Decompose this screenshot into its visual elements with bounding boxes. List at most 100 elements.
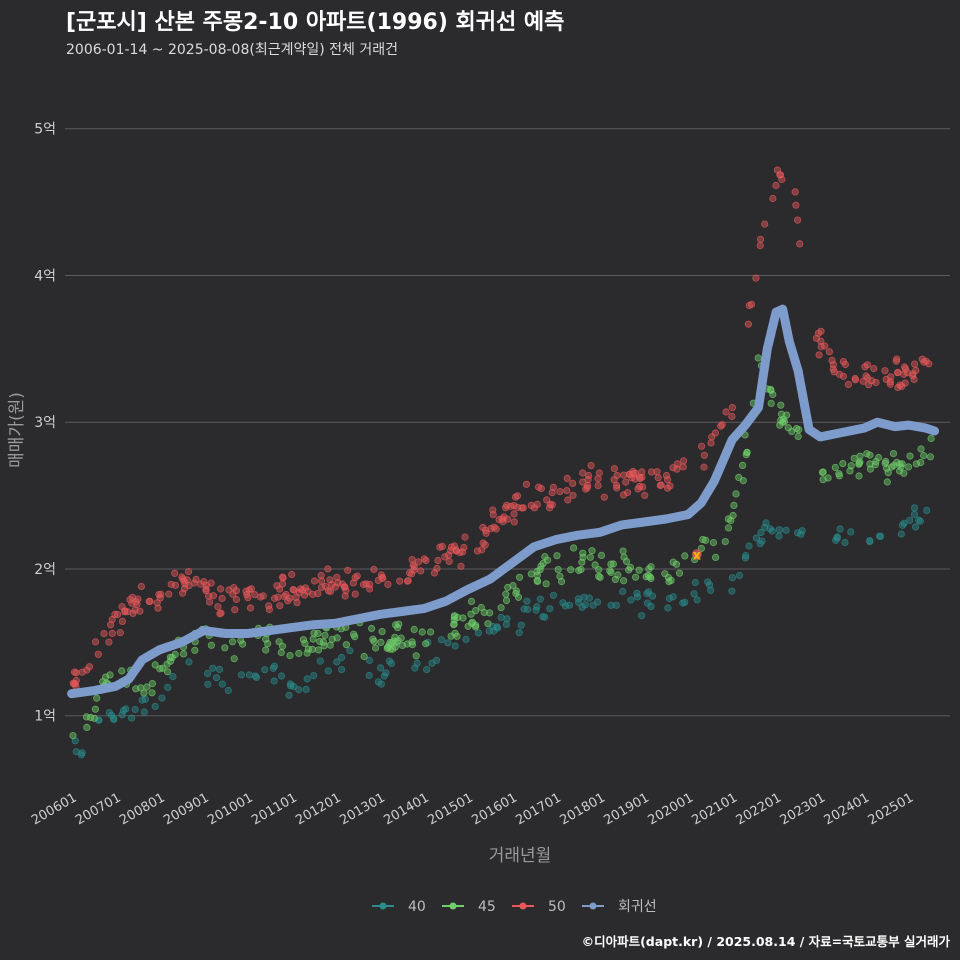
data-point bbox=[559, 599, 567, 607]
data-point bbox=[909, 369, 917, 378]
data-point bbox=[365, 656, 373, 665]
regression-line-layer bbox=[67, 304, 940, 699]
data-point bbox=[151, 661, 159, 669]
data-point bbox=[408, 640, 416, 649]
data-point bbox=[515, 629, 523, 637]
data-point bbox=[906, 452, 914, 460]
data-point bbox=[707, 586, 715, 594]
data-point bbox=[148, 689, 156, 697]
data-point bbox=[917, 445, 925, 453]
data-point bbox=[910, 510, 919, 519]
y-tick-label: 4억 bbox=[34, 268, 56, 284]
data-point bbox=[539, 559, 547, 568]
data-point bbox=[569, 479, 577, 487]
data-point bbox=[596, 573, 604, 582]
data-point bbox=[93, 694, 101, 702]
legend-item-40: 40 bbox=[372, 899, 426, 915]
data-point bbox=[153, 599, 161, 607]
data-point bbox=[835, 370, 844, 378]
data-point bbox=[285, 691, 293, 699]
data-point bbox=[817, 342, 825, 351]
data-point bbox=[614, 571, 622, 579]
data-point bbox=[534, 483, 543, 491]
data-point bbox=[533, 603, 541, 611]
data-point bbox=[747, 300, 756, 308]
data-point bbox=[317, 583, 326, 592]
data-point bbox=[333, 573, 341, 581]
data-point bbox=[825, 348, 834, 356]
data-point bbox=[344, 566, 352, 574]
data-point bbox=[517, 621, 525, 629]
data-point bbox=[549, 483, 558, 491]
data-point bbox=[515, 573, 524, 581]
data-point bbox=[699, 535, 707, 544]
data-point bbox=[533, 567, 541, 576]
data-point bbox=[888, 463, 896, 471]
data-point bbox=[722, 408, 730, 416]
scatter-points bbox=[69, 166, 935, 759]
data-point bbox=[246, 604, 255, 612]
data-point bbox=[893, 355, 901, 363]
data-point bbox=[752, 534, 761, 542]
data-point bbox=[91, 638, 100, 646]
data-point bbox=[647, 602, 655, 611]
data-point bbox=[757, 528, 765, 537]
data-point bbox=[721, 537, 729, 546]
data-point bbox=[864, 374, 872, 382]
data-point bbox=[609, 560, 618, 568]
data-point bbox=[129, 609, 137, 618]
data-point bbox=[276, 602, 284, 610]
data-point bbox=[495, 515, 503, 524]
data-point bbox=[480, 608, 488, 617]
y-tick-label: 1억 bbox=[34, 709, 56, 725]
data-point bbox=[606, 567, 614, 575]
data-point bbox=[546, 605, 554, 613]
data-point bbox=[732, 490, 740, 498]
data-point bbox=[775, 526, 783, 534]
data-point bbox=[514, 593, 523, 601]
data-point bbox=[331, 583, 339, 591]
data-point bbox=[613, 471, 621, 479]
data-point bbox=[209, 664, 217, 672]
data-point bbox=[479, 539, 487, 547]
data-point bbox=[766, 385, 775, 393]
x-tick-label: 200901 bbox=[161, 790, 211, 828]
data-point bbox=[622, 478, 630, 486]
data-point bbox=[647, 468, 656, 476]
regression-line bbox=[67, 304, 940, 699]
data-point bbox=[833, 533, 841, 541]
data-point bbox=[286, 682, 295, 690]
data-point bbox=[502, 596, 511, 605]
data-point bbox=[775, 532, 783, 540]
data-point bbox=[579, 553, 587, 561]
data-point bbox=[485, 609, 494, 617]
data-point bbox=[595, 469, 603, 477]
annotation-marker: x bbox=[693, 548, 702, 563]
data-point bbox=[423, 665, 431, 674]
legend-item-회귀선: 회귀선 bbox=[582, 899, 657, 915]
data-point bbox=[386, 645, 394, 653]
data-point bbox=[428, 659, 436, 667]
x-tick-label: 201801 bbox=[557, 790, 607, 828]
data-point bbox=[337, 653, 346, 662]
data-point bbox=[679, 457, 688, 465]
data-point bbox=[310, 577, 319, 585]
data-point bbox=[797, 530, 805, 538]
data-point bbox=[83, 666, 91, 674]
data-point bbox=[920, 358, 928, 366]
data-point bbox=[661, 570, 669, 578]
data-point bbox=[314, 629, 322, 638]
data-point bbox=[832, 536, 840, 544]
data-point bbox=[744, 320, 753, 328]
data-point bbox=[371, 644, 380, 652]
data-point bbox=[663, 484, 672, 492]
data-point bbox=[831, 463, 839, 472]
data-point bbox=[690, 590, 698, 598]
data-point bbox=[316, 657, 324, 665]
data-point bbox=[288, 570, 296, 579]
data-point bbox=[917, 458, 925, 467]
data-point bbox=[629, 467, 637, 476]
data-point bbox=[169, 672, 177, 681]
data-point bbox=[585, 594, 593, 602]
y-tick-label: 5억 bbox=[34, 122, 56, 138]
